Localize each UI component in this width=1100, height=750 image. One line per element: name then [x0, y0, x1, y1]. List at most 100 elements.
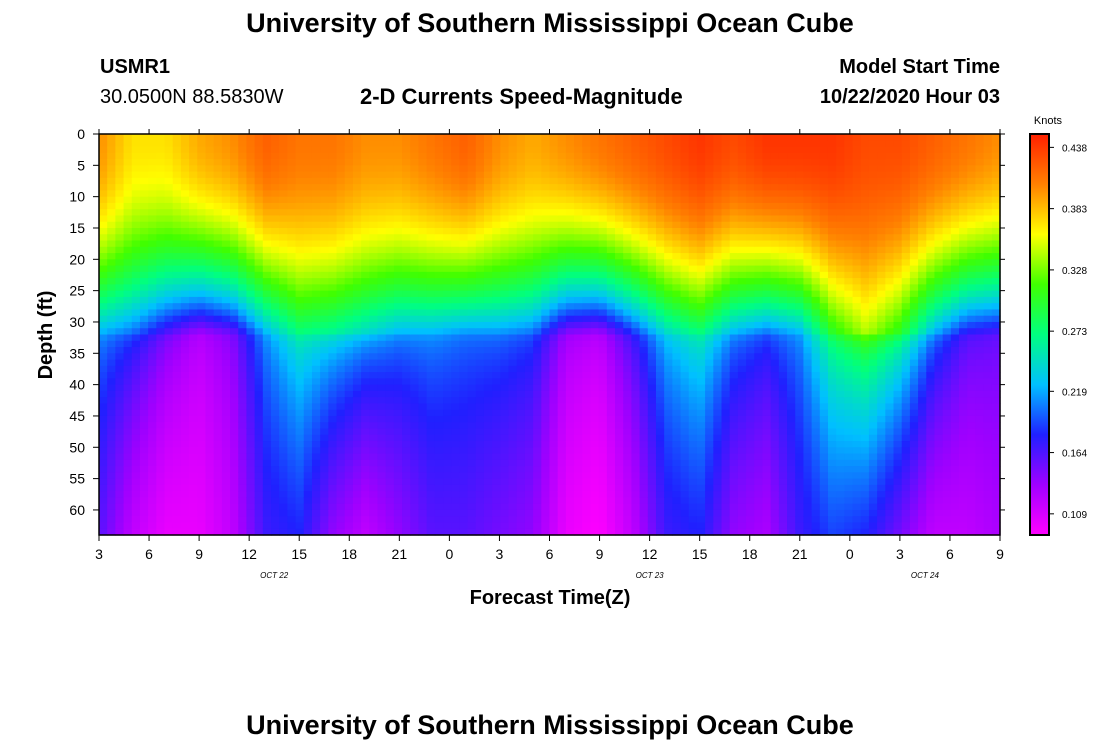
heat-cell — [410, 202, 420, 210]
heat-cell — [295, 390, 305, 398]
heat-cell — [631, 478, 641, 486]
heat-cell — [672, 171, 682, 179]
heat-cell — [557, 509, 567, 517]
heat-cell — [189, 152, 198, 160]
heat-cell — [230, 390, 239, 398]
heat-cell — [320, 353, 329, 361]
heat-cell — [385, 503, 395, 511]
heat-cell — [385, 484, 395, 492]
heat-cell — [557, 428, 567, 436]
heat-cell — [475, 202, 485, 210]
heat-cell — [139, 390, 149, 398]
heat-cell — [336, 340, 346, 348]
heat-cell — [582, 265, 592, 273]
heat-cell — [205, 159, 215, 166]
heat-cell — [262, 315, 272, 323]
heat-cell — [377, 253, 387, 260]
heat-cell — [590, 152, 600, 160]
heat-cell — [180, 171, 190, 179]
heat-cell — [246, 202, 256, 210]
heat-cell — [115, 290, 125, 298]
heat-cell — [213, 265, 223, 273]
heat-cell — [328, 159, 338, 166]
heat-cell — [246, 290, 256, 298]
heat-cell — [369, 334, 379, 342]
heat-cell — [606, 522, 616, 530]
heat-cell — [533, 146, 542, 154]
heat-cell — [631, 378, 641, 386]
heat-cell — [279, 315, 288, 323]
heat-cell — [205, 321, 215, 329]
heat-cell — [221, 196, 231, 204]
heat-cell — [443, 278, 452, 285]
heat-cell — [336, 359, 346, 367]
heat-cell — [197, 315, 207, 323]
heat-cell — [729, 390, 739, 398]
heat-cell — [631, 190, 641, 198]
heat-cell — [492, 259, 501, 267]
heat-cell — [123, 353, 133, 361]
heat-cell — [705, 353, 714, 361]
heat-cell — [631, 372, 641, 379]
heat-cell — [402, 328, 411, 336]
heat-cell — [410, 466, 420, 473]
heat-cell — [311, 484, 321, 492]
heat-cell — [164, 321, 174, 329]
heat-cell — [672, 271, 682, 279]
heat-cell — [254, 378, 264, 386]
heat-cell — [148, 428, 157, 436]
heat-cell — [705, 528, 714, 536]
heat-cell — [295, 152, 305, 160]
heat-cell — [246, 315, 256, 323]
heat-cell — [156, 403, 166, 411]
heat-cell — [369, 202, 379, 210]
heat-cell — [647, 466, 657, 473]
heat-cell — [721, 447, 731, 455]
heat-cell — [99, 196, 108, 204]
heat-cell — [336, 503, 346, 511]
heat-cell — [549, 240, 559, 248]
heat-cell — [164, 240, 174, 248]
heat-cell — [377, 215, 387, 223]
heat-cell — [352, 140, 362, 148]
heat-cell — [320, 303, 329, 311]
heat-cell — [565, 390, 575, 398]
heat-cell — [688, 321, 698, 329]
heat-cell — [680, 309, 690, 317]
heat-cell — [254, 528, 264, 536]
heat-cell — [303, 522, 313, 530]
heat-cell — [443, 378, 452, 386]
heat-cell — [238, 390, 248, 398]
heat-cell — [287, 397, 297, 405]
heat-cell — [500, 328, 510, 336]
heat-cell — [246, 321, 256, 329]
heat-cell — [721, 321, 731, 329]
heat-cell — [295, 441, 305, 448]
heat-cell — [516, 403, 526, 411]
heat-cell — [524, 215, 534, 223]
heat-cell — [262, 466, 272, 473]
heat-cell — [115, 397, 125, 405]
heat-cell — [262, 353, 272, 361]
heat-cell — [262, 390, 272, 398]
heat-cell — [492, 321, 501, 329]
heat-cell — [451, 353, 460, 361]
heat-cell — [336, 165, 346, 173]
heat-cell — [500, 215, 510, 223]
heat-cell — [287, 434, 297, 442]
heat-cell — [230, 378, 239, 386]
heat-cell — [393, 447, 403, 455]
heat-cell — [107, 372, 116, 379]
heat-cell — [254, 209, 264, 217]
heat-cell — [377, 378, 387, 386]
heat-cell — [647, 271, 657, 279]
heat-cell — [492, 215, 501, 223]
heat-cell — [238, 328, 248, 336]
heat-cell — [418, 284, 428, 292]
heat-cell — [631, 184, 641, 191]
heat-cell — [402, 246, 411, 254]
heat-cell — [410, 403, 420, 411]
heat-cell — [672, 246, 682, 254]
heat-cell — [156, 265, 166, 273]
heat-cell — [688, 259, 698, 267]
